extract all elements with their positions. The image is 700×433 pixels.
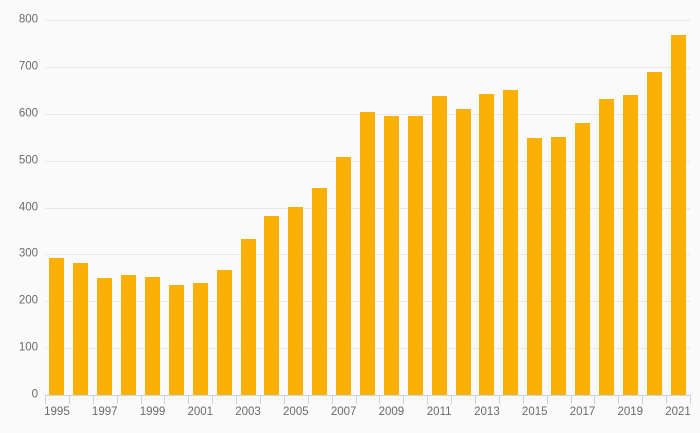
gridline <box>45 66 690 68</box>
x-axis-tick <box>93 395 94 404</box>
y-axis-tick-label: 0 <box>31 388 38 401</box>
bar[interactable] <box>240 239 256 395</box>
x-axis-tick-label: 2005 <box>283 406 309 418</box>
bar[interactable] <box>312 187 328 395</box>
bar[interactable] <box>336 156 352 395</box>
x-axis-tick-label: 2021 <box>665 406 691 418</box>
bar[interactable] <box>145 277 160 395</box>
bar[interactable] <box>503 90 519 395</box>
x-axis-tick <box>188 395 189 404</box>
x-axis-tick <box>212 395 213 404</box>
y-axis-tick-label: 500 <box>18 153 38 166</box>
x-axis-tick-label: 2017 <box>569 406 596 418</box>
bar[interactable] <box>575 123 590 395</box>
y-axis-tick-label: 300 <box>18 247 38 260</box>
x-axis-tick-label: 2011 <box>426 406 452 418</box>
x-axis-tick <box>260 395 261 404</box>
y-axis-tick-label: 800 <box>18 13 38 26</box>
bar[interactable] <box>49 258 65 395</box>
x-axis-tick <box>666 395 667 404</box>
x-axis-tick-label: 2003 <box>235 406 261 418</box>
x-axis-tick <box>523 395 524 404</box>
bar[interactable] <box>383 116 399 395</box>
bar[interactable] <box>407 116 423 395</box>
x-axis-tick <box>475 395 476 404</box>
x-axis-tick <box>618 395 619 404</box>
x-axis-tick-label: 1995 <box>44 406 70 418</box>
x-axis-tick <box>356 395 357 404</box>
bar[interactable] <box>216 269 232 395</box>
x-axis-tick <box>332 395 333 404</box>
bar[interactable] <box>622 94 638 395</box>
bar[interactable] <box>551 136 567 395</box>
bar[interactable] <box>527 138 543 395</box>
bars-group <box>45 20 690 395</box>
x-axis-tick <box>690 395 691 404</box>
x-axis-tick-label: 2015 <box>521 406 548 418</box>
x-axis-ticks <box>45 395 691 404</box>
x-axis-tick <box>594 395 595 404</box>
bar[interactable] <box>455 109 471 395</box>
x-axis-tick <box>284 395 285 404</box>
x-axis-tick-label: 2019 <box>617 406 644 418</box>
x-axis-tick <box>642 395 643 404</box>
x-axis-tick <box>164 395 165 404</box>
bar[interactable] <box>670 35 686 395</box>
plot-area <box>45 20 690 396</box>
y-axis-tick-label: 100 <box>18 341 38 354</box>
x-axis-line <box>45 395 690 396</box>
bar[interactable] <box>73 263 89 395</box>
bar[interactable] <box>598 99 614 395</box>
x-axis-tick-label: 2001 <box>187 406 214 418</box>
bar[interactable] <box>121 275 137 395</box>
bar[interactable] <box>168 284 184 395</box>
y-axis-tick-label: 700 <box>18 60 38 73</box>
x-axis-tick <box>69 395 70 404</box>
x-axis-tick <box>547 395 548 404</box>
x-axis-tick <box>117 395 118 404</box>
bar[interactable] <box>97 277 113 395</box>
y-axis-tick-label: 200 <box>18 294 38 307</box>
y-axis-tick-label: 600 <box>18 107 38 119</box>
x-axis-tick <box>403 395 404 404</box>
x-axis-tick <box>45 395 46 404</box>
y-axis: 0 100 200 300 400 500 600 700 800 <box>0 14 38 400</box>
gridline <box>45 20 690 21</box>
bar[interactable] <box>479 93 495 395</box>
x-axis-tick <box>451 395 452 404</box>
bar[interactable] <box>192 282 208 395</box>
x-axis-tick <box>141 395 142 404</box>
bar[interactable] <box>360 112 375 395</box>
x-axis-tick-label: 2007 <box>330 406 357 418</box>
x-axis-tick-label: 1999 <box>139 406 166 418</box>
x-axis-tick <box>236 395 237 404</box>
bar[interactable] <box>431 96 447 395</box>
x-axis-tick <box>499 395 500 404</box>
x-axis-tick <box>571 395 572 404</box>
x-axis: 1995 1997 1999 2001 2003 2005 2007 2009 2011 2013… <box>44 405 691 425</box>
x-axis-tick-label: 2013 <box>474 406 500 418</box>
bar[interactable] <box>288 207 304 395</box>
x-axis-tick-label: 1997 <box>91 406 118 418</box>
bar[interactable] <box>264 215 280 395</box>
y-axis-tick-label: 400 <box>18 200 38 213</box>
x-axis-tick <box>427 395 428 404</box>
x-axis-tick <box>379 395 380 404</box>
bar[interactable] <box>646 71 662 395</box>
x-axis-tick-label: 2009 <box>378 406 405 418</box>
x-axis-tick <box>308 395 309 404</box>
